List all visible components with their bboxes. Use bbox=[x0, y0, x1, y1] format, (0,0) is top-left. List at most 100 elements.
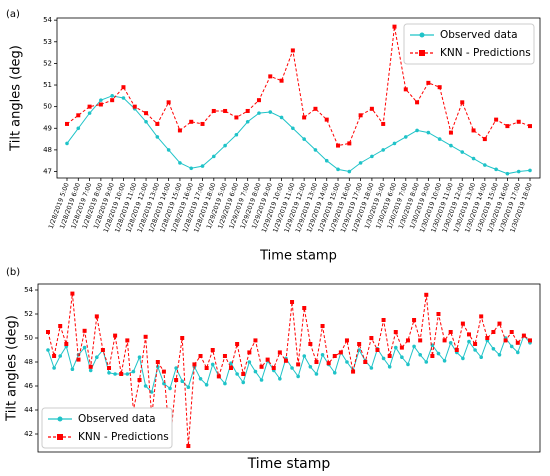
marker bbox=[336, 167, 340, 172]
marker bbox=[223, 108, 228, 113]
y-tick-label: 48 bbox=[43, 146, 52, 154]
marker bbox=[259, 364, 264, 369]
marker bbox=[52, 354, 57, 358]
marker bbox=[257, 111, 261, 115]
marker bbox=[509, 330, 514, 334]
marker bbox=[426, 80, 431, 85]
marker bbox=[296, 362, 301, 367]
marker bbox=[234, 132, 239, 137]
marker bbox=[241, 380, 246, 385]
legend-marker bbox=[419, 50, 425, 56]
marker bbox=[235, 342, 240, 346]
marker bbox=[178, 161, 182, 165]
marker bbox=[277, 350, 282, 355]
y-axis-label: Tilt angles (deg) bbox=[9, 45, 24, 152]
marker bbox=[189, 166, 194, 171]
marker bbox=[448, 330, 453, 334]
marker bbox=[204, 383, 209, 387]
marker bbox=[180, 379, 185, 384]
marker bbox=[467, 339, 471, 344]
series-line bbox=[66, 95, 531, 175]
marker bbox=[70, 291, 75, 296]
marker bbox=[46, 330, 50, 334]
marker bbox=[442, 338, 447, 343]
marker bbox=[291, 126, 295, 131]
marker bbox=[100, 348, 105, 352]
marker bbox=[497, 353, 502, 357]
marker bbox=[415, 100, 420, 105]
marker bbox=[314, 372, 319, 376]
marker bbox=[259, 378, 264, 382]
y-axis-label: Tilt angles (deg) bbox=[5, 315, 20, 422]
marker bbox=[186, 444, 191, 448]
marker bbox=[412, 344, 416, 349]
marker bbox=[442, 359, 447, 363]
marker bbox=[347, 169, 352, 174]
marker bbox=[313, 106, 318, 111]
marker bbox=[412, 318, 417, 322]
legend-marker bbox=[57, 434, 63, 440]
marker bbox=[137, 355, 142, 360]
y-tick-label: 54 bbox=[24, 286, 33, 294]
marker bbox=[505, 171, 510, 176]
marker bbox=[168, 386, 172, 391]
marker bbox=[95, 355, 99, 360]
marker bbox=[528, 124, 532, 129]
marker bbox=[212, 154, 216, 159]
marker bbox=[279, 78, 284, 83]
marker bbox=[198, 377, 203, 381]
marker bbox=[437, 85, 442, 90]
marker bbox=[247, 360, 252, 364]
marker bbox=[65, 121, 69, 126]
marker bbox=[471, 156, 476, 161]
marker bbox=[76, 126, 81, 131]
marker bbox=[279, 115, 284, 120]
marker bbox=[222, 354, 227, 358]
marker bbox=[503, 338, 508, 343]
marker bbox=[336, 143, 341, 148]
marker bbox=[471, 128, 476, 133]
marker bbox=[406, 362, 410, 367]
marker bbox=[155, 121, 160, 126]
marker bbox=[370, 154, 374, 159]
marker bbox=[234, 115, 239, 120]
marker bbox=[449, 143, 453, 148]
marker bbox=[314, 360, 319, 364]
marker bbox=[436, 351, 441, 356]
marker bbox=[110, 94, 114, 98]
marker bbox=[245, 108, 250, 113]
marker bbox=[491, 330, 496, 334]
marker bbox=[358, 113, 363, 118]
marker bbox=[399, 345, 404, 350]
marker bbox=[363, 360, 368, 364]
y-tick-label: 50 bbox=[24, 334, 33, 342]
marker bbox=[144, 119, 148, 124]
marker bbox=[393, 345, 398, 350]
marker bbox=[189, 119, 194, 124]
marker bbox=[302, 115, 307, 120]
marker bbox=[149, 390, 154, 394]
marker bbox=[174, 366, 178, 370]
marker bbox=[482, 137, 487, 142]
marker bbox=[290, 48, 295, 53]
marker bbox=[436, 312, 441, 316]
marker bbox=[308, 342, 313, 346]
marker bbox=[448, 130, 453, 135]
marker bbox=[403, 135, 408, 139]
marker bbox=[186, 385, 191, 390]
marker bbox=[271, 366, 276, 370]
marker bbox=[296, 374, 300, 379]
marker bbox=[204, 366, 209, 370]
marker bbox=[76, 357, 81, 362]
marker bbox=[82, 345, 87, 350]
marker bbox=[521, 333, 526, 338]
marker bbox=[216, 374, 221, 379]
y-tick-label: 50 bbox=[43, 103, 52, 111]
marker bbox=[94, 314, 99, 319]
marker bbox=[229, 366, 234, 370]
marker bbox=[332, 354, 337, 358]
y-tick-label: 53 bbox=[43, 38, 52, 46]
marker bbox=[155, 360, 160, 364]
marker bbox=[107, 366, 112, 370]
y-tick-label: 46 bbox=[24, 382, 33, 390]
